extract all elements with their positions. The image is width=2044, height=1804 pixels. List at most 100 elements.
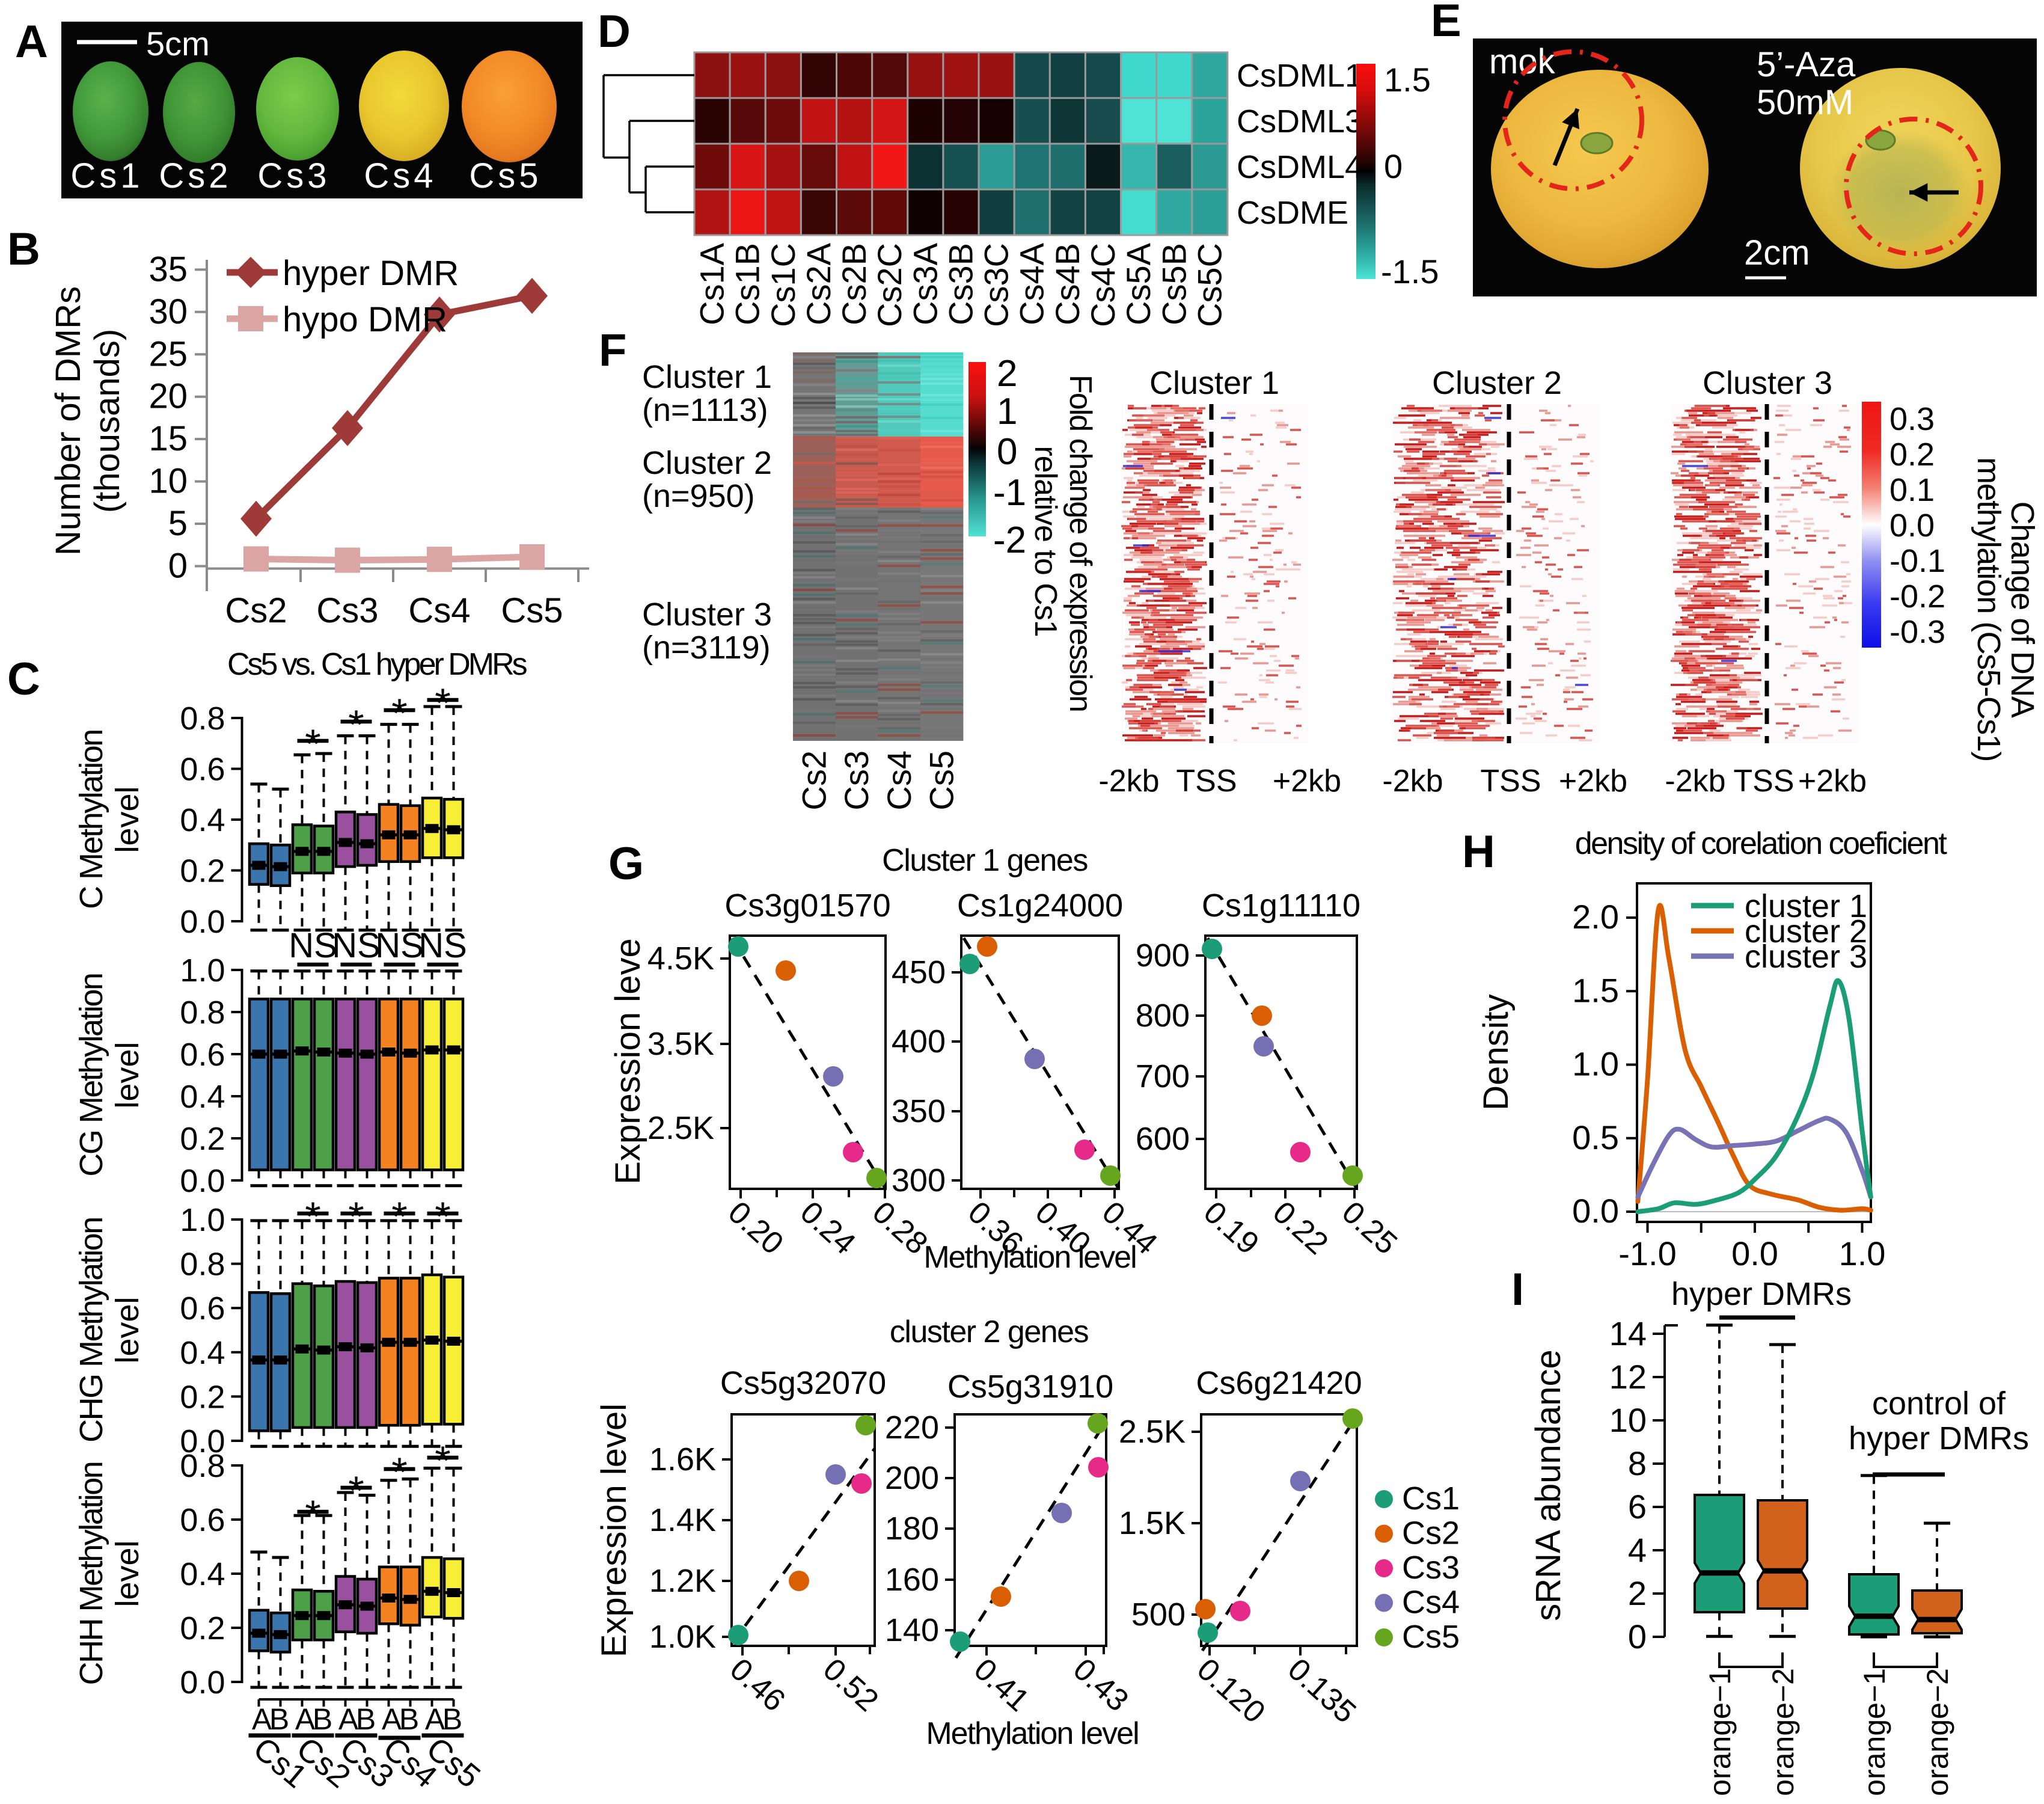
svg-text:Cs5 vs. Cs1 hyper DMRs: Cs5 vs. Cs1 hyper DMRs: [227, 647, 527, 682]
svg-text:B: B: [313, 1702, 332, 1736]
svg-text:TSS: TSS: [1176, 764, 1237, 799]
svg-text:-0.1: -0.1: [1889, 543, 1945, 579]
svg-text:5: 5: [168, 504, 188, 543]
svg-text:Number of DMRs: Number of DMRs: [49, 286, 88, 556]
svg-text:25: 25: [148, 334, 188, 373]
svg-text:Methylation level: Methylation level: [926, 1716, 1138, 1751]
svg-text:Cs4: Cs4: [880, 750, 918, 811]
svg-text:700: 700: [1136, 1058, 1190, 1094]
svg-text:Cs4B: Cs4B: [1048, 243, 1086, 325]
svg-text:Cs1g11110: Cs1g11110: [1202, 888, 1360, 924]
svg-text:220: 220: [885, 1410, 939, 1446]
svg-text:500: 500: [1131, 1597, 1186, 1633]
svg-text:0.4: 0.4: [180, 802, 225, 838]
svg-text:0.6: 0.6: [180, 1037, 225, 1073]
svg-text:*: *: [348, 1194, 364, 1239]
svg-text:0.0: 0.0: [1572, 1192, 1619, 1230]
svg-text:200: 200: [885, 1460, 939, 1496]
svg-text:Cs4A: Cs4A: [1013, 242, 1051, 325]
svg-text:D: D: [598, 6, 631, 57]
svg-text:0.2: 0.2: [180, 853, 225, 889]
svg-text:B: B: [269, 1702, 289, 1736]
svg-text:160: 160: [885, 1562, 939, 1598]
svg-text:Change of DNA: Change of DNA: [2004, 502, 2040, 718]
svg-text:0.0: 0.0: [180, 1664, 225, 1701]
svg-text:Expression leve: Expression leve: [608, 938, 647, 1184]
svg-text:CHH Methylation: CHH Methylation: [73, 1462, 109, 1686]
svg-text:0.0: 0.0: [1731, 1235, 1778, 1272]
svg-text:Cs5C: Cs5C: [1190, 243, 1228, 327]
svg-text:A: A: [252, 1702, 272, 1736]
svg-text:Cs3B: Cs3B: [941, 243, 979, 325]
svg-text:B: B: [442, 1702, 462, 1736]
svg-text:0.8: 0.8: [180, 995, 225, 1031]
svg-text:Cluster 3: Cluster 3: [642, 597, 772, 633]
svg-text:A: A: [382, 1702, 402, 1736]
svg-text:2cm: 2cm: [1744, 233, 1810, 272]
svg-text:1.0: 1.0: [180, 953, 225, 989]
svg-text:0: 0: [1628, 1618, 1647, 1655]
svg-text:level: level: [109, 1042, 145, 1108]
svg-text:level: level: [109, 786, 145, 853]
svg-text:density of corelation coeficie: density of corelation coeficient: [1575, 826, 1948, 861]
svg-text:1.5: 1.5: [1572, 971, 1619, 1009]
svg-text:Cluster 2: Cluster 2: [1432, 365, 1562, 401]
svg-text:-0.2: -0.2: [1889, 578, 1945, 615]
svg-text:NS: NS: [332, 926, 381, 965]
svg-text:Cs2: Cs2: [159, 156, 231, 195]
svg-text:0.4: 0.4: [180, 1079, 225, 1115]
svg-text:0.4: 0.4: [180, 1335, 225, 1371]
svg-text:0.3: 0.3: [1889, 401, 1935, 437]
svg-text:level: level: [109, 1540, 145, 1607]
svg-text:800: 800: [1136, 998, 1190, 1034]
svg-text:Cs4: Cs4: [364, 156, 436, 195]
svg-text:NS: NS: [289, 926, 337, 965]
svg-text:+2kb: +2kb: [1273, 764, 1341, 799]
svg-text:Cs5B: Cs5B: [1155, 243, 1193, 325]
svg-text:-2kb: -2kb: [1098, 764, 1159, 799]
svg-text:*: *: [305, 721, 320, 767]
svg-text:20: 20: [148, 377, 188, 416]
svg-text:0.6: 0.6: [180, 752, 225, 788]
svg-text:-0.3: -0.3: [1889, 614, 1945, 650]
svg-text:-2: -2: [993, 520, 1026, 561]
svg-text:control of: control of: [1872, 1385, 2006, 1422]
svg-text:180: 180: [885, 1511, 939, 1547]
svg-text:Cs5: Cs5: [501, 591, 563, 630]
svg-text:5’-Aza: 5’-Aza: [1757, 45, 1856, 84]
svg-text:Expression level: Expression level: [595, 1404, 634, 1657]
svg-text:Cs1: Cs1: [70, 156, 143, 195]
svg-text:I: I: [1511, 1264, 1524, 1315]
svg-text:1.5K: 1.5K: [1119, 1505, 1186, 1541]
svg-text:(thousands): (thousands): [88, 329, 127, 513]
svg-text:CG Methylation: CG Methylation: [73, 974, 109, 1176]
svg-text:3.5K: 3.5K: [647, 1026, 714, 1062]
svg-text:orange−2: orange−2: [1921, 1668, 1954, 1796]
svg-text:*: *: [391, 1449, 407, 1495]
svg-text:Cs5: Cs5: [469, 156, 542, 195]
svg-text:Cs5g32070: Cs5g32070: [720, 1365, 886, 1401]
svg-text:1.0: 1.0: [1572, 1045, 1619, 1083]
svg-text:-2kb: -2kb: [1382, 764, 1443, 799]
svg-text:1.4K: 1.4K: [649, 1502, 716, 1538]
svg-text:A: A: [338, 1702, 359, 1736]
svg-text:Cs3g01570: Cs3g01570: [724, 888, 890, 924]
svg-text:*: *: [435, 1194, 450, 1239]
svg-text:orange−1: orange−1: [1703, 1668, 1737, 1796]
svg-text:0.6: 0.6: [180, 1502, 225, 1538]
svg-text:Cs5A: Cs5A: [1119, 242, 1157, 325]
svg-text:A: A: [295, 1702, 316, 1736]
svg-text:Cs2: Cs2: [795, 750, 833, 811]
svg-text:H: H: [1462, 826, 1495, 877]
svg-text:Cs1A: Cs1A: [693, 242, 731, 325]
svg-text:Cs6g21420: Cs6g21420: [1196, 1365, 1362, 1401]
svg-text:15: 15: [148, 419, 188, 458]
svg-text:Cs3: Cs3: [837, 750, 875, 811]
svg-text:350: 350: [892, 1093, 946, 1129]
svg-text:2: 2: [997, 353, 1017, 394]
svg-text:10: 10: [148, 462, 188, 501]
svg-text:Density: Density: [1476, 994, 1516, 1110]
svg-text:0.6: 0.6: [180, 1290, 225, 1327]
svg-text:600: 600: [1136, 1121, 1190, 1157]
svg-text:*: *: [305, 1492, 320, 1538]
